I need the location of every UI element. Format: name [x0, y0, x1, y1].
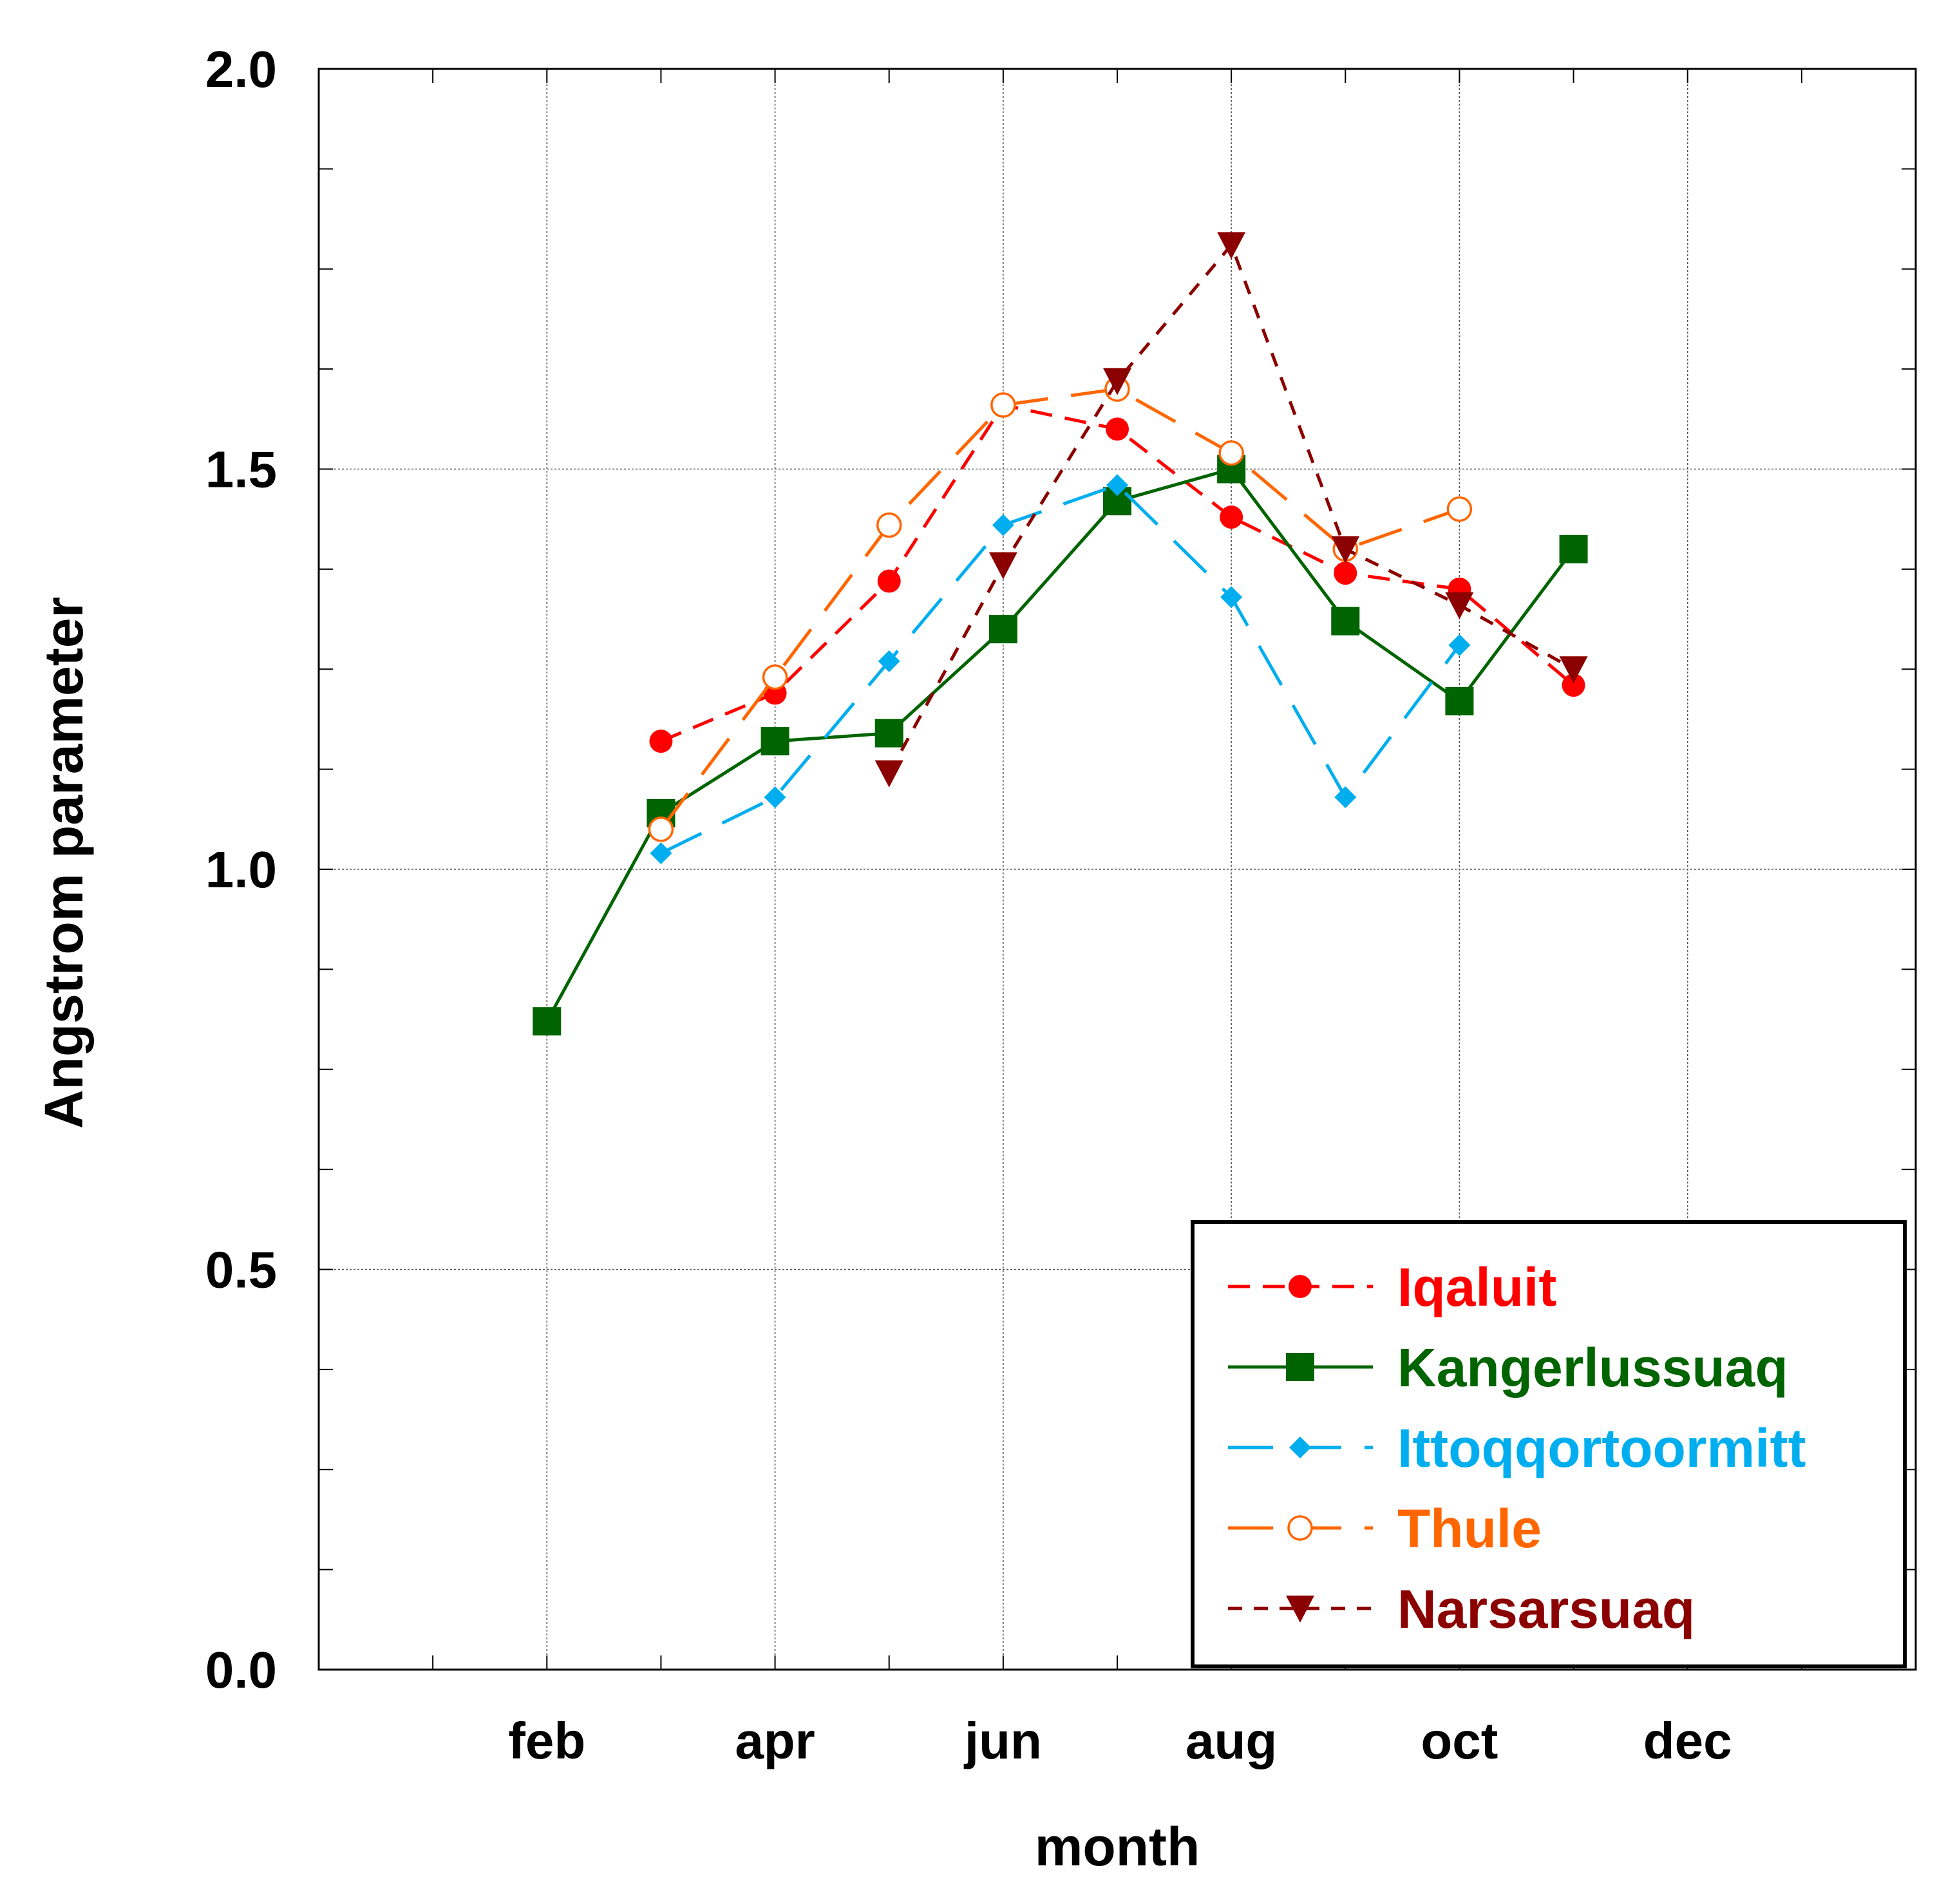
data-point-thule — [648, 816, 674, 842]
x-tick-label: jun — [963, 1712, 1042, 1769]
data-point-iqaluit — [649, 730, 673, 753]
legend-label-kangerlussuaq: Kangerlussuaq — [1397, 1337, 1788, 1398]
data-point-narsarsuaq — [874, 760, 903, 787]
data-point-kangerlussuaq — [1445, 686, 1474, 715]
y-tick-label: 0.0 — [205, 1641, 277, 1699]
series-ittoqqortoormitt — [650, 474, 1471, 865]
plot-frame — [317, 68, 1917, 1671]
y-tick-label: 2.0 — [205, 41, 277, 98]
series-line-kangerlussuaq — [545, 467, 1575, 1023]
data-point-ittoqqortoormitt — [764, 786, 786, 809]
x-tick-label: feb — [508, 1712, 585, 1769]
data-point-ittoqqortoormitt — [650, 842, 672, 865]
x-tick-label: dec — [1643, 1712, 1732, 1769]
legend-marker-narsarsuaq — [1286, 1596, 1314, 1623]
y-tick-label: 0.5 — [205, 1241, 277, 1299]
data-point-ittoqqortoormitt — [1334, 786, 1357, 809]
data-point-thule — [1218, 440, 1244, 466]
data-point-narsarsuaq — [1217, 232, 1246, 259]
data-point-ittoqqortoormitt — [992, 514, 1014, 536]
series-line-thule — [659, 387, 1460, 831]
data-point-iqaluit — [1334, 561, 1357, 585]
series-layer — [533, 232, 1588, 1036]
series-line-iqaluit — [660, 403, 1575, 743]
data-point-narsarsuaq — [1559, 656, 1588, 684]
x-tick-label: oct — [1421, 1712, 1498, 1769]
y-tick-label: 1.0 — [205, 841, 277, 898]
data-point-kangerlussuaq — [874, 719, 903, 748]
tick-labels: feb apr jun aug oct dec 0.0 0.5 1.0 1.5 2.0 — [205, 41, 1732, 1769]
x-axis-title: month — [1035, 1816, 1200, 1877]
legend-marker-iqaluit — [1289, 1275, 1312, 1298]
data-point-iqaluit — [877, 569, 901, 593]
legend-label-iqaluit: Iqaluit — [1397, 1257, 1556, 1317]
series-line-ittoqqortoormitt — [660, 483, 1461, 855]
legend-box — [1191, 1220, 1907, 1668]
legend-label-thule: Thule — [1397, 1498, 1542, 1559]
x-tick-label: aug — [1186, 1712, 1277, 1769]
data-point-ittoqqortoormitt — [1220, 586, 1243, 608]
series-iqaluit — [649, 393, 1585, 753]
legend: Iqaluit Kangerlussuaq Ittoqqortoormitt Thul… — [1191, 1220, 1907, 1668]
y-tick-label: 1.5 — [205, 441, 277, 498]
data-point-narsarsuaq — [1445, 592, 1474, 619]
data-point-iqaluit — [1220, 505, 1243, 529]
data-point-narsarsuaq — [988, 552, 1017, 580]
data-point-kangerlussuaq — [533, 1007, 562, 1036]
data-point-ittoqqortoormitt — [1448, 634, 1471, 656]
data-point-thule — [990, 392, 1016, 418]
series-kangerlussuaq — [533, 455, 1588, 1036]
data-point-thule — [1446, 496, 1473, 522]
series-thule — [648, 376, 1473, 842]
data-point-narsarsuaq — [1331, 536, 1360, 563]
legend-marker-thule — [1287, 1515, 1313, 1541]
legend-marker-kangerlussuaq — [1286, 1353, 1314, 1381]
data-point-ittoqqortoormitt — [1106, 474, 1128, 496]
legend-marker-ittoqqortoormitt — [1289, 1437, 1311, 1458]
data-point-ittoqqortoormitt — [878, 650, 900, 672]
data-point-kangerlussuaq — [760, 727, 789, 756]
data-point-iqaluit — [1106, 417, 1129, 441]
legend-label-narsarsuaq: Narsarsuaq — [1397, 1579, 1695, 1639]
data-point-thule — [876, 512, 902, 538]
data-point-kangerlussuaq — [1331, 607, 1360, 636]
data-point-narsarsuaq — [1103, 368, 1131, 395]
data-point-kangerlussuaq — [988, 615, 1017, 644]
data-point-kangerlussuaq — [1559, 534, 1588, 563]
x-tick-label: apr — [735, 1712, 815, 1769]
data-point-iqaluit — [1562, 674, 1585, 697]
series-narsarsuaq — [874, 232, 1588, 787]
y-axis-title: Angstrom parameter — [33, 597, 94, 1129]
data-point-thule — [762, 664, 788, 690]
legend-label-ittoqqortoormitt: Ittoqqortoormitt — [1397, 1418, 1806, 1478]
